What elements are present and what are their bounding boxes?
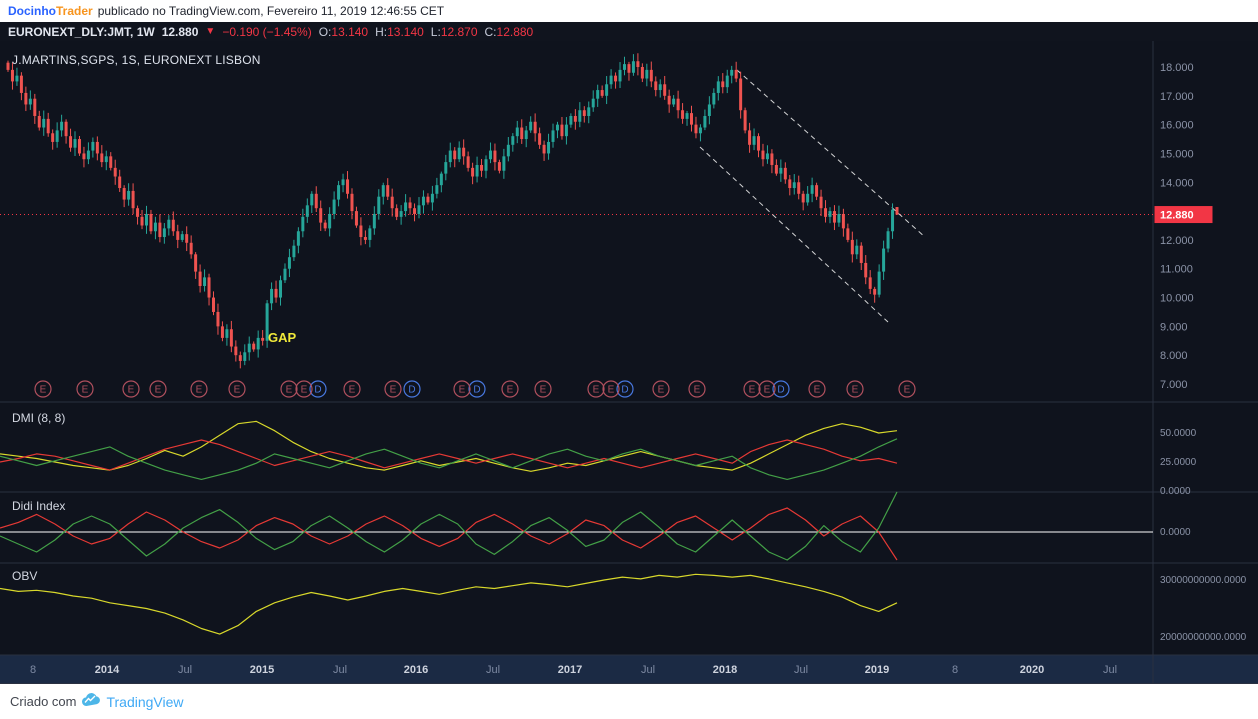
svg-text:30000000000.0000: 30000000000.0000	[1160, 575, 1247, 586]
svg-text:E: E	[904, 385, 911, 396]
author-name-part1[interactable]: Docinho	[8, 4, 56, 18]
time-axis[interactable]: 8 2014 Jul 2015 Jul 2016 Jul 2017 Jul 2018 Jul 2019…	[30, 664, 1117, 676]
price-down-icon: ▼	[205, 26, 216, 37]
open-number: 13.140	[331, 24, 369, 39]
svg-text:D: D	[777, 385, 784, 396]
svg-text:E: E	[286, 385, 293, 396]
svg-text:E: E	[128, 385, 135, 396]
last-price: 12.880	[161, 24, 199, 39]
svg-text:10.000: 10.000	[1160, 293, 1194, 305]
low-number: 12.870	[440, 24, 478, 39]
svg-text:16.000: 16.000	[1160, 120, 1194, 132]
close-number: 12.880	[496, 24, 534, 39]
open-value: O: 13.140	[319, 25, 368, 39]
symbol-name[interactable]: EURONEXT_DLY:JMT, 1W	[8, 24, 155, 39]
tradingview-logo-icon[interactable]	[81, 693, 101, 710]
svg-text:Jul: Jul	[178, 664, 192, 676]
svg-text:2017: 2017	[558, 664, 582, 676]
svg-text:7.000: 7.000	[1160, 379, 1188, 391]
symbol-info-bar: EURONEXT_DLY:JMT, 1W 12.880 ▼ −0.190 (−1…	[0, 22, 1258, 41]
publish-header: Docinho Trader publicado no TradingView.c…	[0, 0, 1258, 22]
obv-pane	[0, 573, 898, 635]
trendline-channel	[699, 69, 926, 323]
svg-text:E: E	[814, 385, 821, 396]
svg-text:E: E	[349, 385, 356, 396]
svg-text:E: E	[658, 385, 665, 396]
dmi-pane	[0, 420, 898, 480]
low-value: L: 12.870	[431, 25, 478, 39]
svg-text:D: D	[408, 385, 415, 396]
open-label: O:	[318, 24, 332, 39]
svg-text:2020: 2020	[1020, 664, 1044, 676]
svg-text:E: E	[593, 385, 600, 396]
event-markers: D D D D DE E E E E E E E E E E E E E E E E E E E E E	[34, 380, 916, 398]
last-price-tag: 12.880	[1154, 206, 1213, 224]
tradingview-link[interactable]: TradingView	[106, 693, 184, 710]
svg-text:E: E	[608, 385, 615, 396]
svg-text:Jul: Jul	[794, 664, 808, 676]
svg-text:8: 8	[952, 664, 958, 676]
footer-bar: Criado com TradingView	[0, 684, 1258, 719]
svg-text:12.000: 12.000	[1160, 235, 1194, 247]
svg-text:E: E	[852, 385, 859, 396]
high-value: H: 13.140	[375, 25, 424, 39]
svg-text:2015: 2015	[250, 664, 274, 676]
svg-text:8: 8	[30, 664, 36, 676]
svg-text:Jul: Jul	[333, 664, 347, 676]
svg-text:Jul: Jul	[486, 664, 500, 676]
svg-text:E: E	[301, 385, 308, 396]
svg-text:11.000: 11.000	[1160, 264, 1193, 276]
svg-text:18.000: 18.000	[1160, 62, 1194, 74]
price-change: −0.190 (−1.45%)	[222, 24, 312, 39]
svg-text:E: E	[82, 385, 89, 396]
svg-text:E: E	[694, 385, 701, 396]
svg-text:2018: 2018	[713, 664, 737, 676]
high-label: H:	[375, 24, 388, 39]
svg-text:Jul: Jul	[641, 664, 655, 676]
svg-text:0.0000: 0.0000	[1160, 527, 1191, 538]
svg-text:E: E	[234, 385, 241, 396]
svg-text:14.000: 14.000	[1160, 177, 1194, 189]
didi-pane	[0, 491, 1153, 561]
svg-text:E: E	[507, 385, 514, 396]
svg-text:D: D	[473, 385, 480, 396]
chart-canvas[interactable]: D D D D DE E E E E E E E E E E E E E E E E E E E E E18.00017.0001…	[0, 41, 1258, 684]
svg-text:E: E	[40, 385, 47, 396]
svg-text:8.000: 8.000	[1160, 350, 1188, 362]
author-name-part2[interactable]: Trader	[56, 4, 93, 18]
svg-text:12.880: 12.880	[1160, 210, 1194, 222]
footer-created-text: Criado com	[10, 694, 77, 709]
pane-backgrounds	[0, 41, 1258, 684]
svg-text:50.0000: 50.0000	[1160, 428, 1197, 439]
candlestick-series	[6, 53, 899, 369]
low-label: L:	[430, 24, 441, 39]
close-value: C: 12.880	[485, 25, 534, 39]
close-label: C:	[484, 24, 497, 39]
svg-text:9.000: 9.000	[1160, 321, 1188, 333]
svg-text:15.000: 15.000	[1160, 148, 1194, 160]
svg-text:25.0000: 25.0000	[1160, 457, 1197, 468]
svg-text:E: E	[459, 385, 466, 396]
price-axis[interactable]: 18.00017.00016.00015.00014.00013.00012.0…	[1160, 62, 1247, 643]
high-number: 13.140	[387, 24, 424, 39]
svg-text:2019: 2019	[865, 664, 889, 676]
svg-text:E: E	[196, 385, 203, 396]
svg-text:17.000: 17.000	[1160, 91, 1194, 103]
svg-text:Jul: Jul	[1103, 664, 1117, 676]
svg-text:E: E	[390, 385, 397, 396]
svg-text:20000000000.0000: 20000000000.0000	[1160, 632, 1247, 643]
svg-text:E: E	[540, 385, 547, 396]
svg-text:D: D	[621, 385, 628, 396]
publish-info-text: publicado no TradingView.com, Fevereiro …	[97, 4, 445, 18]
svg-text:E: E	[749, 385, 756, 396]
svg-text:D: D	[314, 385, 321, 396]
svg-text:E: E	[764, 385, 771, 396]
svg-text:0.0000: 0.0000	[1160, 486, 1191, 497]
svg-text:2016: 2016	[404, 664, 428, 676]
svg-text:E: E	[155, 385, 162, 396]
svg-text:2014: 2014	[95, 664, 120, 676]
